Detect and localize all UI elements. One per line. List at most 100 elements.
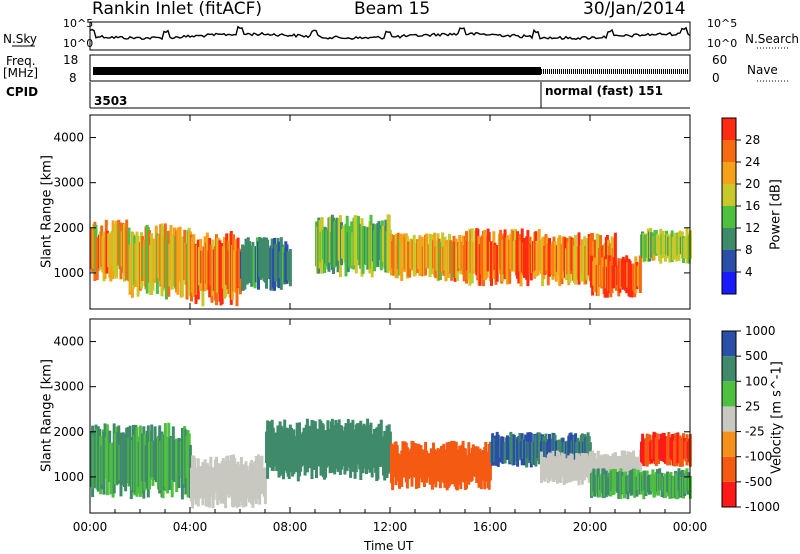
colorbar-frame (721, 330, 737, 508)
freq-tick (655, 69, 656, 74)
freq-tick (635, 69, 636, 74)
freq-tick (553, 69, 554, 74)
colorbar-swatch (722, 406, 736, 432)
freq-tick (545, 69, 546, 74)
sky-tick-low: 10^0 (63, 37, 94, 50)
mhz-label: [MHz] (3, 66, 39, 80)
freq-tick (571, 69, 572, 74)
freq-tick-high: 18 (63, 53, 79, 67)
freq-tick (685, 69, 686, 74)
y-tick-label: 1000 (53, 266, 84, 280)
colorbar-swatch (722, 250, 736, 272)
freq-tick (607, 69, 608, 74)
freq-tick (645, 69, 646, 74)
freq-tick (577, 69, 578, 74)
freq-tick (549, 69, 550, 74)
freq-tick (615, 69, 616, 74)
colorbar-tick-label: 100 (745, 374, 768, 388)
colorbar-swatch (722, 356, 736, 382)
colorbar-tick-label: 16 (745, 199, 760, 213)
freq-tick (559, 69, 560, 74)
freq-tick (547, 69, 548, 74)
freq-tick (551, 69, 552, 74)
freq-tick (613, 69, 614, 74)
freq-tick (557, 69, 558, 74)
y-tick-label: 4000 (53, 335, 84, 349)
y-tick-label: 2000 (53, 221, 84, 235)
freq-tick (665, 69, 666, 74)
search-tick-low: 10^0 (707, 37, 738, 50)
data-cell (638, 255, 642, 293)
velocity-colorbar: 1000 500 100 25 -25 -100 -500 -1000 (721, 324, 780, 514)
freq-trace (93, 67, 688, 75)
velocity-y-axis: 1000 2000 3000 4000 (53, 335, 690, 484)
freq-tick (681, 69, 682, 74)
freq-tick (603, 69, 604, 74)
colorbar-tick-label: 20 (745, 177, 760, 191)
freq-tick (605, 69, 606, 74)
freq-tick (599, 69, 600, 74)
velocity-data (90, 418, 692, 509)
freq-tick (673, 69, 674, 74)
freq-tick (581, 69, 582, 74)
freq-tick (541, 69, 542, 74)
colorbar-swatch (722, 456, 736, 482)
freq-tick (659, 69, 660, 74)
colorbar-tick-label: -1000 (745, 500, 780, 514)
freq-tick (649, 69, 650, 74)
data-cell (263, 467, 267, 505)
freq-tick (643, 69, 644, 74)
freq-tick (625, 69, 626, 74)
velocity-colorbar-label: Velocity [m s^-1] (769, 361, 785, 474)
freq-tick (575, 69, 576, 74)
freq-tick (647, 69, 648, 74)
y-tick-label: 2000 (53, 425, 84, 439)
freq-tick (617, 69, 618, 74)
y-tick-label: 3000 (53, 176, 84, 190)
colorbar-swatch (722, 118, 736, 140)
x-tick-label: 08:00 (273, 520, 308, 534)
freq-label: Freq. (6, 54, 36, 68)
colorbar-swatch (722, 381, 736, 407)
freq-tick (591, 69, 592, 74)
freq-tick (595, 69, 596, 74)
colorbar-tick-label: 24 (745, 155, 760, 169)
freq-tick (627, 69, 628, 74)
freq-tick (579, 69, 580, 74)
freq-tick (687, 69, 688, 74)
freq-tick (621, 69, 622, 74)
n-search-label: N.Search (745, 32, 800, 46)
colorbar-swatch (722, 140, 736, 162)
colorbar-tick-label: 28 (745, 133, 760, 147)
freq-tick (657, 69, 658, 74)
data-cell (613, 232, 617, 282)
sky-noise-line (89, 25, 691, 41)
freq-tick (597, 69, 598, 74)
freq-tick (567, 69, 568, 74)
nave-tick-low: 0 (712, 71, 720, 85)
freq-tick (679, 69, 680, 74)
x-tick-label: 16:00 (473, 520, 508, 534)
freq-tick (583, 69, 584, 74)
freq-panel-frame (89, 54, 691, 82)
freq-tick (677, 69, 678, 74)
y-tick-label: 3000 (53, 380, 84, 394)
freq-tick (587, 69, 588, 74)
freq-tick (623, 69, 624, 74)
sky-noise-trace (89, 25, 691, 41)
colorbar-tick-label: -100 (745, 450, 772, 464)
nave-tick-high: 60 (712, 53, 728, 67)
freq-tick (631, 69, 632, 74)
freq-tick (663, 69, 664, 74)
data-cell (588, 442, 592, 461)
data-cell (288, 249, 292, 287)
colorbar-swatch (722, 184, 736, 206)
colorbar-tick-label: 500 (745, 349, 768, 363)
colorbar-tick-label: -500 (745, 475, 772, 489)
freq-tick (609, 69, 610, 74)
freq-tick (633, 69, 634, 74)
freq-block (93, 67, 541, 75)
freq-tick (661, 69, 662, 74)
y-tick-label: 4000 (53, 131, 84, 145)
